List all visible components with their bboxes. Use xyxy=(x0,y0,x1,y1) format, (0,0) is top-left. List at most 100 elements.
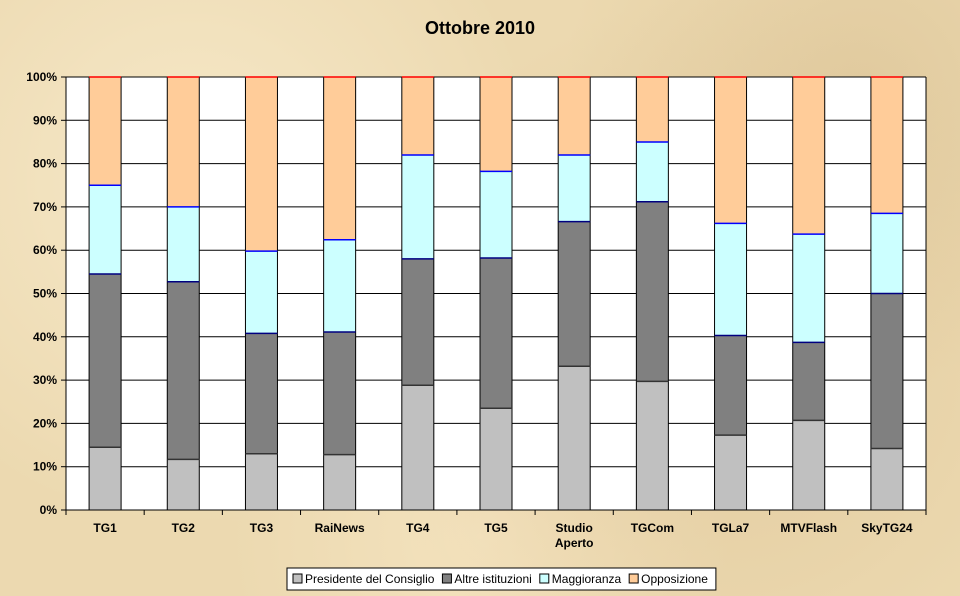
x-tick-label: TG5 xyxy=(484,521,508,535)
bar-segment xyxy=(167,459,200,510)
bar-segment xyxy=(401,385,434,510)
bar-group xyxy=(714,76,748,510)
bar-segment xyxy=(636,77,669,142)
y-tick-label: 0% xyxy=(40,503,58,517)
y-tick-label: 30% xyxy=(33,373,57,387)
bar-segment xyxy=(401,154,434,259)
x-tick-label-line: MTVFlash xyxy=(780,521,837,535)
legend-label: Altre istituzioni xyxy=(454,572,531,586)
bar-segment xyxy=(323,332,356,455)
bar-segment xyxy=(323,454,356,510)
legend-swatch xyxy=(292,573,303,584)
y-tick-label: 50% xyxy=(33,287,57,301)
plot-area: 0% 10% 20% 30% 40% 50% 60% 70% 80% 90% 100% TG1 TG2 T… xyxy=(26,70,927,550)
bar-segment xyxy=(636,201,669,382)
x-tick-label-line: Aperto xyxy=(555,536,594,550)
x-tick-label: MTVFlash xyxy=(780,521,837,535)
bar-group xyxy=(244,76,278,510)
x-tick-label: TGCom xyxy=(631,521,674,535)
x-tick-label-line: TGLa7 xyxy=(712,521,750,535)
bar-segment xyxy=(792,420,825,510)
legend: Presidente del Consiglio Altre istituzion… xyxy=(286,567,717,591)
x-tick-label-line: Studio xyxy=(556,521,593,535)
bar-group xyxy=(88,76,122,510)
bar-segment xyxy=(245,333,278,454)
bar-segment xyxy=(714,335,747,436)
x-tick-label: TG1 xyxy=(93,521,117,535)
bar-segment xyxy=(245,453,278,510)
bar-segment xyxy=(792,234,825,343)
bar-segment xyxy=(167,77,200,207)
bar-segment xyxy=(714,77,747,224)
bar-group xyxy=(635,76,669,510)
x-tick-label-line: TG2 xyxy=(172,521,196,535)
x-tick-label: TG4 xyxy=(406,521,430,535)
y-tick-label: 80% xyxy=(33,157,57,171)
bar-segment xyxy=(89,274,122,448)
bar-segment xyxy=(89,77,122,186)
bar-segment xyxy=(401,258,434,386)
bar-segment xyxy=(323,77,356,240)
x-tick-label-line: TG5 xyxy=(484,521,508,535)
legend-label: Presidente del Consiglio xyxy=(305,572,435,586)
x-tick-label-line: TG1 xyxy=(93,521,117,535)
x-tick-label-line: RaiNews xyxy=(315,521,365,535)
bar-segment xyxy=(714,435,747,510)
x-tick-label-line: SkyTG24 xyxy=(861,521,913,535)
bar-segment xyxy=(558,154,591,222)
bar-segment xyxy=(480,408,512,510)
y-tick-label: 10% xyxy=(33,460,57,474)
bar-segment xyxy=(167,281,200,460)
bar-segment xyxy=(558,366,591,510)
bar-segment xyxy=(480,171,512,258)
bar-group xyxy=(323,76,357,510)
bar-segment xyxy=(480,257,512,409)
bar-segment xyxy=(245,251,278,334)
bar-segment xyxy=(714,223,747,336)
bar-segment xyxy=(245,77,278,252)
legend-label: Opposizione xyxy=(641,572,708,586)
y-tick-label: 60% xyxy=(33,243,57,257)
bar-segment xyxy=(636,381,669,510)
y-tick-label: 70% xyxy=(33,200,57,214)
chart-title: Ottobre 2010 xyxy=(425,18,535,38)
x-tick-label: TG3 xyxy=(250,521,274,535)
bar-group xyxy=(479,76,513,510)
bar-group xyxy=(166,76,200,510)
bar-segment xyxy=(792,77,825,235)
x-tick-label: RaiNews xyxy=(315,521,365,535)
bar-group xyxy=(401,76,435,510)
legend-box xyxy=(286,567,717,591)
legend-swatch xyxy=(628,573,639,584)
x-tick-label-line: TGCom xyxy=(631,521,674,535)
bar-segment xyxy=(558,221,591,367)
bar-segment xyxy=(636,141,669,202)
y-tick-label: 40% xyxy=(33,330,57,344)
bar-segment xyxy=(792,342,825,421)
x-tick-label: Studio Aperto xyxy=(555,521,594,550)
bar-segment xyxy=(323,239,356,333)
bar-segment xyxy=(89,185,122,275)
bar-segment xyxy=(480,77,512,172)
x-tick-label: TGLa7 xyxy=(712,521,750,535)
bar-segment xyxy=(870,448,903,510)
legend-label: Maggioranza xyxy=(552,572,622,586)
x-tick-label-line: TG3 xyxy=(250,521,274,535)
y-tick-label: 90% xyxy=(33,113,57,127)
bar-group xyxy=(792,76,826,510)
bar-segment xyxy=(167,206,200,282)
bar-segment xyxy=(401,77,434,155)
bar-group xyxy=(870,76,904,510)
bar-segment xyxy=(89,447,122,510)
bar-segment xyxy=(870,77,903,214)
bar-segment xyxy=(870,293,903,449)
y-tick-label: 20% xyxy=(33,416,57,430)
x-tick-label: SkyTG24 xyxy=(861,521,913,535)
bar-group xyxy=(557,76,591,510)
x-tick-label: TG2 xyxy=(172,521,196,535)
x-tick-label-line: TG4 xyxy=(406,521,430,535)
y-tick-label: 100% xyxy=(26,70,57,84)
legend-swatch xyxy=(441,573,452,584)
bar-segment xyxy=(558,77,591,155)
